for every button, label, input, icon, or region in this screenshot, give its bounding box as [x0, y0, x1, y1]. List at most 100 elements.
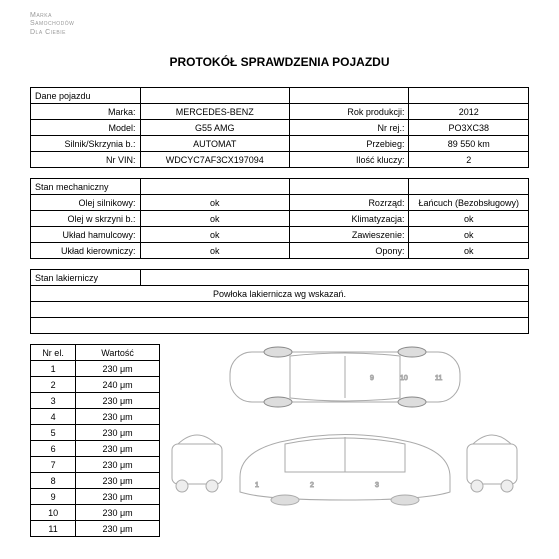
cell: 6: [31, 441, 76, 457]
svg-text:3: 3: [375, 482, 379, 489]
svg-text:2: 2: [310, 482, 314, 489]
label: Ilość kluczy:: [289, 152, 409, 168]
page-title: PROTOKÓŁ SPRAWDZENIA POJAZDU: [30, 55, 529, 69]
thickness-table: Nr el. Wartość 1230 μm 2240 μm 3230 μm 4…: [30, 344, 160, 537]
paint-section-table: Stan lakierniczy Powłoka lakiernicza wg …: [30, 269, 529, 334]
value: ok: [140, 227, 289, 243]
cell: 7: [31, 457, 76, 473]
logo-line3: Dla Ciebie: [30, 29, 66, 36]
paint-note: Powłoka lakiernicza wg wskazań.: [31, 286, 529, 302]
table-row: Układ hamulcowy: ok Zawieszenie: ok: [31, 227, 529, 243]
empty-row: [31, 318, 529, 334]
label: Opony:: [289, 243, 409, 259]
value: WDCYC7AF3CX197094: [140, 152, 289, 168]
svg-text:1: 1: [255, 482, 259, 489]
table-row: Marka: MERCEDES-BENZ Rok produkcji: 2012: [31, 104, 529, 120]
cell: 8: [31, 473, 76, 489]
table-row: 6230 μm: [31, 441, 160, 457]
brand-logo: Marka Samochodów Dla Ciebie: [30, 12, 529, 37]
logo-line2: Samochodów: [30, 20, 74, 27]
cell: 5: [31, 425, 76, 441]
cell: 2: [31, 377, 76, 393]
value: ok: [140, 243, 289, 259]
table-row: Stan mechaniczny: [31, 179, 529, 195]
table-row: 7230 μm: [31, 457, 160, 473]
value: MERCEDES-BENZ: [140, 104, 289, 120]
value: ok: [409, 227, 529, 243]
car-outline-icon: 9 10 11 1 2 3: [170, 344, 520, 524]
table-row: Dane pojazdu: [31, 88, 529, 104]
table-row: Silnik/Skrzynia b.: AUTOMAT Przebieg: 89…: [31, 136, 529, 152]
cell: 240 μm: [76, 377, 160, 393]
empty-row: [31, 302, 529, 318]
cell: 230 μm: [76, 409, 160, 425]
cell: 230 μm: [76, 457, 160, 473]
value: PO3XC38: [409, 120, 529, 136]
table-row: [31, 302, 529, 318]
value: ok: [409, 211, 529, 227]
value: Łańcuch (Bezobsługowy): [409, 195, 529, 211]
cell: 230 μm: [76, 361, 160, 377]
table-row: [31, 318, 529, 334]
label: Zawieszenie:: [289, 227, 409, 243]
label: Marka:: [31, 104, 141, 120]
table-row: Nr VIN: WDCYC7AF3CX197094 Ilość kluczy: …: [31, 152, 529, 168]
table-row: Model: G55 AMG Nr rej.: PO3XC38: [31, 120, 529, 136]
table-row: 8230 μm: [31, 473, 160, 489]
table-row: Olej w skrzyni b.: ok Klimatyzacja: ok: [31, 211, 529, 227]
label: Klimatyzacja:: [289, 211, 409, 227]
label: Układ kierowniczy:: [31, 243, 141, 259]
label: Nr VIN:: [31, 152, 141, 168]
cell: 230 μm: [76, 473, 160, 489]
value: G55 AMG: [140, 120, 289, 136]
table-row: Stan lakierniczy: [31, 270, 529, 286]
value: ok: [140, 195, 289, 211]
label: Przebieg:: [289, 136, 409, 152]
label: Olej w skrzyni b.:: [31, 211, 141, 227]
cell: 9: [31, 489, 76, 505]
label: Model:: [31, 120, 141, 136]
label: Silnik/Skrzynia b.:: [31, 136, 141, 152]
cell: 11: [31, 521, 76, 537]
table-row: 2240 μm: [31, 377, 160, 393]
table-row: Olej silnikowy: ok Rozrząd: Łańcuch (Bez…: [31, 195, 529, 211]
cell: 230 μm: [76, 441, 160, 457]
value: 2: [409, 152, 529, 168]
cell: 3: [31, 393, 76, 409]
value: 2012: [409, 104, 529, 120]
table-row: Powłoka lakiernicza wg wskazań.: [31, 286, 529, 302]
cell: 4: [31, 409, 76, 425]
label: Układ hamulcowy:: [31, 227, 141, 243]
table-row: 5230 μm: [31, 425, 160, 441]
value: ok: [140, 211, 289, 227]
svg-text:9: 9: [370, 375, 374, 382]
cell: 1: [31, 361, 76, 377]
table-row: 9230 μm: [31, 489, 160, 505]
section-header: Dane pojazdu: [31, 88, 141, 104]
cell: 230 μm: [76, 425, 160, 441]
mechanical-table: Stan mechaniczny Olej silnikowy: ok Rozr…: [30, 178, 529, 259]
cell: 10: [31, 505, 76, 521]
table-row: Nr el. Wartość: [31, 345, 160, 361]
svg-text:11: 11: [435, 375, 442, 382]
value: AUTOMAT: [140, 136, 289, 152]
value: ok: [409, 243, 529, 259]
vehicle-data-table: Dane pojazdu Marka: MERCEDES-BENZ Rok pr…: [30, 87, 529, 168]
label: Olej silnikowy:: [31, 195, 141, 211]
logo-line1: Marka: [30, 12, 52, 19]
table-row: Układ kierowniczy: ok Opony: ok: [31, 243, 529, 259]
label: Nr rej.:: [289, 120, 409, 136]
table-row: 1230 μm: [31, 361, 160, 377]
table-row: 10230 μm: [31, 505, 160, 521]
table-row: 3230 μm: [31, 393, 160, 409]
car-diagram-area: 9 10 11 1 2 3: [170, 344, 529, 547]
col-header: Nr el.: [31, 345, 76, 361]
cell: 230 μm: [76, 505, 160, 521]
cell: 230 μm: [76, 393, 160, 409]
cell: 230 μm: [76, 489, 160, 505]
value: 89 550 km: [409, 136, 529, 152]
svg-text:10: 10: [400, 375, 408, 382]
label: Rok produkcji:: [289, 104, 409, 120]
table-row: 11230 μm: [31, 521, 160, 537]
section-header: Stan mechaniczny: [31, 179, 141, 195]
